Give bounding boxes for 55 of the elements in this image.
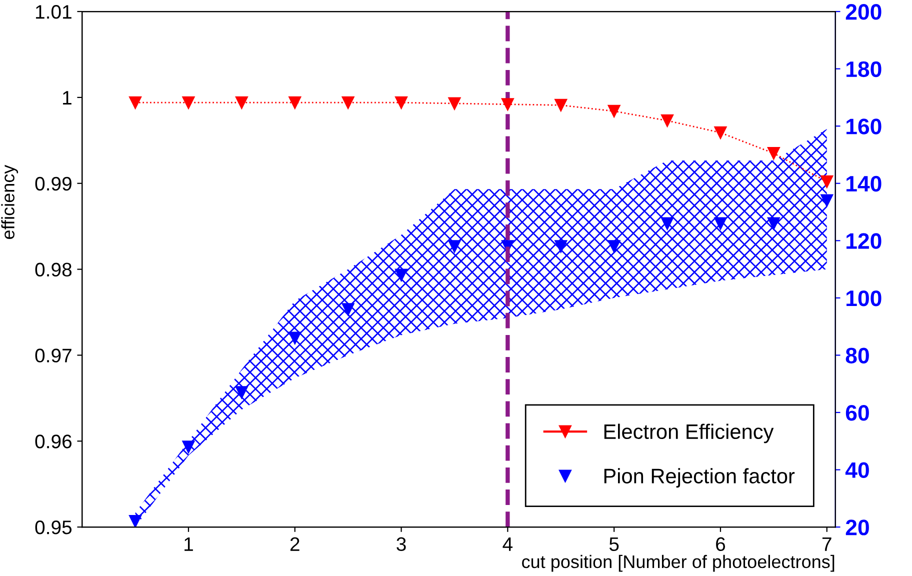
point (767, 147, 780, 160)
y-axis-title: efficiency (1, 164, 18, 239)
point (235, 96, 248, 109)
point (448, 240, 461, 253)
point (182, 96, 195, 109)
y2-tick-label: 20 (846, 520, 869, 536)
y2-tick-label: 140 (846, 176, 882, 192)
legend-label: Electron Efficiency (604, 424, 774, 444)
point (288, 96, 302, 109)
point (129, 515, 142, 528)
point (714, 126, 727, 139)
point (395, 96, 408, 109)
y2-tick-label: 40 (845, 462, 869, 478)
y2-tick-label: 200 (846, 4, 882, 20)
point (395, 268, 408, 282)
point (182, 440, 195, 454)
y-tick-label: 0.98 (35, 262, 72, 277)
point (767, 217, 780, 230)
x-tick-label: 7 (822, 537, 832, 551)
y2-tick-label: 120 (846, 233, 882, 249)
point (235, 386, 248, 399)
point (661, 217, 674, 230)
y2-tick-label: 100 (846, 290, 882, 306)
point (129, 96, 142, 109)
point (714, 217, 727, 230)
y-tick-label: 1.01 (36, 4, 72, 19)
y-tick-label: 1 (63, 91, 72, 104)
point (554, 98, 568, 112)
y2-tick-label: 160 (846, 118, 882, 134)
legend-label: Pion Rejection factor (604, 468, 795, 488)
y-tick-label: 0.95 (35, 520, 72, 534)
y-tick-label: 0.99 (35, 176, 72, 191)
point (554, 240, 568, 253)
x-tick-label: 6 (716, 537, 726, 552)
point (608, 104, 620, 118)
point (661, 114, 674, 127)
point (608, 240, 620, 253)
point (288, 332, 302, 344)
x-tick-label: 5 (609, 537, 619, 552)
x-tick-label: 4 (502, 537, 513, 551)
x-tick-label: 2 (290, 537, 300, 551)
x-tick-label: 1 (184, 537, 193, 551)
y2-tick-label: 80 (846, 348, 869, 364)
point (820, 194, 834, 207)
point (501, 98, 514, 111)
y-tick-label: 0.97 (35, 348, 72, 362)
x-tick-label: 3 (396, 537, 406, 552)
point (448, 97, 461, 110)
point (342, 303, 354, 316)
y-tick-label: 0.96 (35, 434, 72, 448)
point (342, 96, 354, 109)
point (820, 175, 834, 188)
y2-tick-label: 60 (846, 405, 869, 421)
x-axis-title: cut position [Number of photoelectrons] (522, 554, 834, 572)
y2-tick-label: 180 (846, 61, 882, 78)
